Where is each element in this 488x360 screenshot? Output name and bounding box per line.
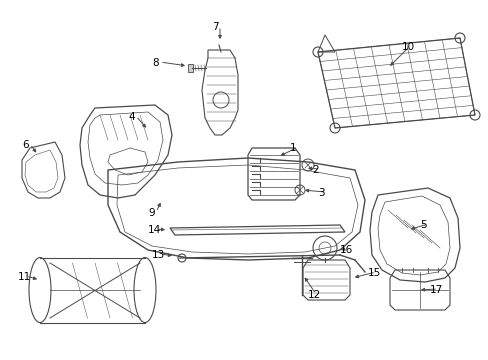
Text: 13: 13 bbox=[152, 250, 165, 260]
Text: 17: 17 bbox=[429, 285, 442, 295]
Bar bbox=[187, 64, 193, 72]
Text: 16: 16 bbox=[339, 245, 352, 255]
Text: 4: 4 bbox=[128, 112, 134, 122]
Text: 14: 14 bbox=[148, 225, 161, 235]
Text: 7: 7 bbox=[212, 22, 218, 32]
Text: 5: 5 bbox=[419, 220, 426, 230]
Text: 11: 11 bbox=[18, 272, 31, 282]
Text: 10: 10 bbox=[401, 42, 414, 52]
Text: 12: 12 bbox=[307, 290, 321, 300]
Text: 9: 9 bbox=[148, 208, 154, 218]
Text: 8: 8 bbox=[152, 58, 158, 68]
Text: 3: 3 bbox=[317, 188, 324, 198]
Text: 6: 6 bbox=[22, 140, 29, 150]
Text: 1: 1 bbox=[289, 143, 296, 153]
Text: 2: 2 bbox=[311, 165, 318, 175]
Text: 15: 15 bbox=[367, 268, 381, 278]
